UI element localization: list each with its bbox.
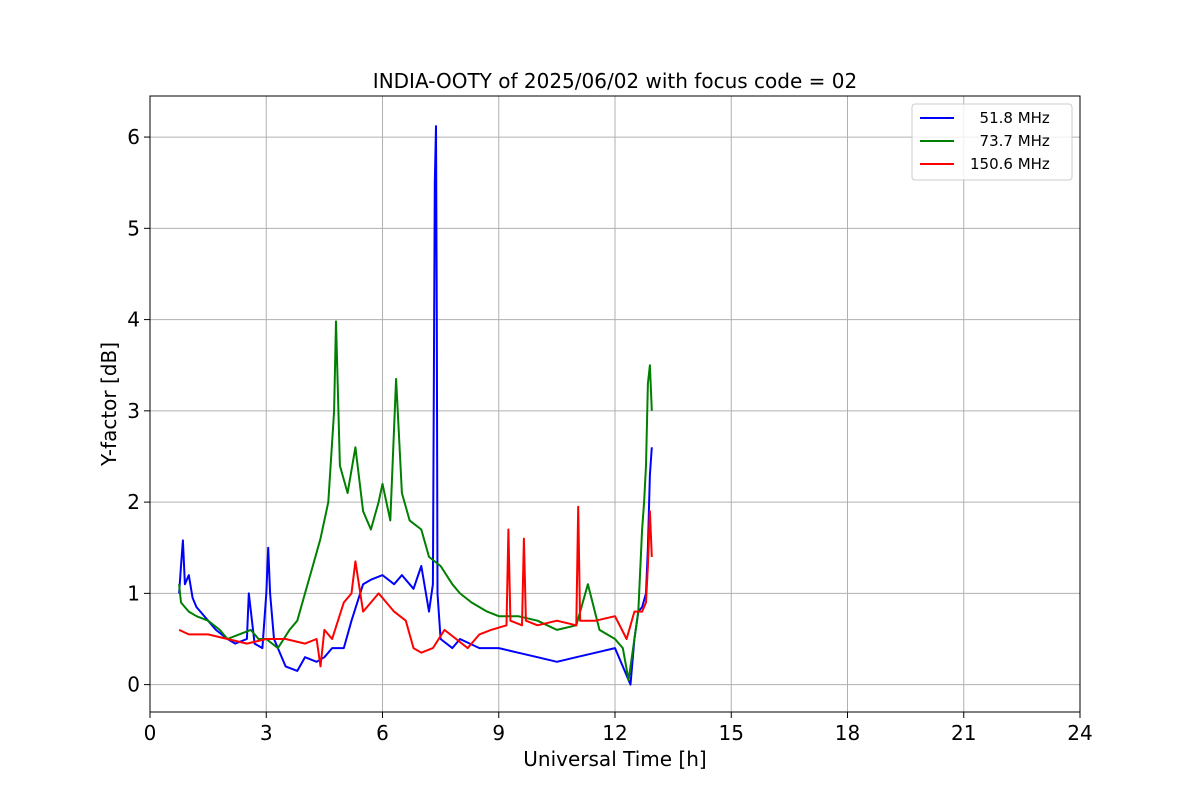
y-tick-label: 6 [127, 125, 140, 149]
x-tick-label: 15 [719, 721, 744, 745]
x-axis-label: Universal Time [h] [523, 747, 706, 771]
y-axis-label: Y-factor [dB] [97, 342, 121, 467]
y-tick-label: 5 [127, 216, 140, 240]
x-tick-label: 12 [602, 721, 627, 745]
x-tick-label: 0 [144, 721, 157, 745]
y-tick-label: 3 [127, 399, 140, 423]
x-tick-label: 3 [260, 721, 273, 745]
y-tick-label: 0 [127, 673, 140, 697]
y-tick-label: 1 [127, 581, 140, 605]
x-tick-label: 9 [492, 721, 505, 745]
x-tick-label: 21 [951, 721, 976, 745]
legend: 51.8 MHz 73.7 MHz 150.6 MHz [911, 103, 1073, 181]
x-ticks: 0 3 6 9 12 15 18 21 24 [144, 712, 1093, 745]
chart-title: INDIA-OOTY of 2025/06/02 with focus code… [373, 69, 857, 93]
legend-box [911, 103, 1073, 181]
y-tick-label: 4 [127, 308, 140, 332]
x-tick-label: 24 [1067, 721, 1092, 745]
y-tick-label: 2 [127, 490, 140, 514]
series-line-2 [178, 320, 653, 682]
plot-lines [178, 125, 653, 686]
legend-label-2: 73.7 MHz [970, 132, 1050, 150]
x-tick-label: 18 [835, 721, 860, 745]
x-tick-label: 6 [376, 721, 389, 745]
series-line-3 [178, 505, 653, 668]
legend-label-3: 150.6 MHz [970, 155, 1050, 173]
y-ticks: 0 1 2 3 4 5 6 [127, 125, 150, 697]
legend-label-1: 51.8 MHz [970, 109, 1050, 127]
